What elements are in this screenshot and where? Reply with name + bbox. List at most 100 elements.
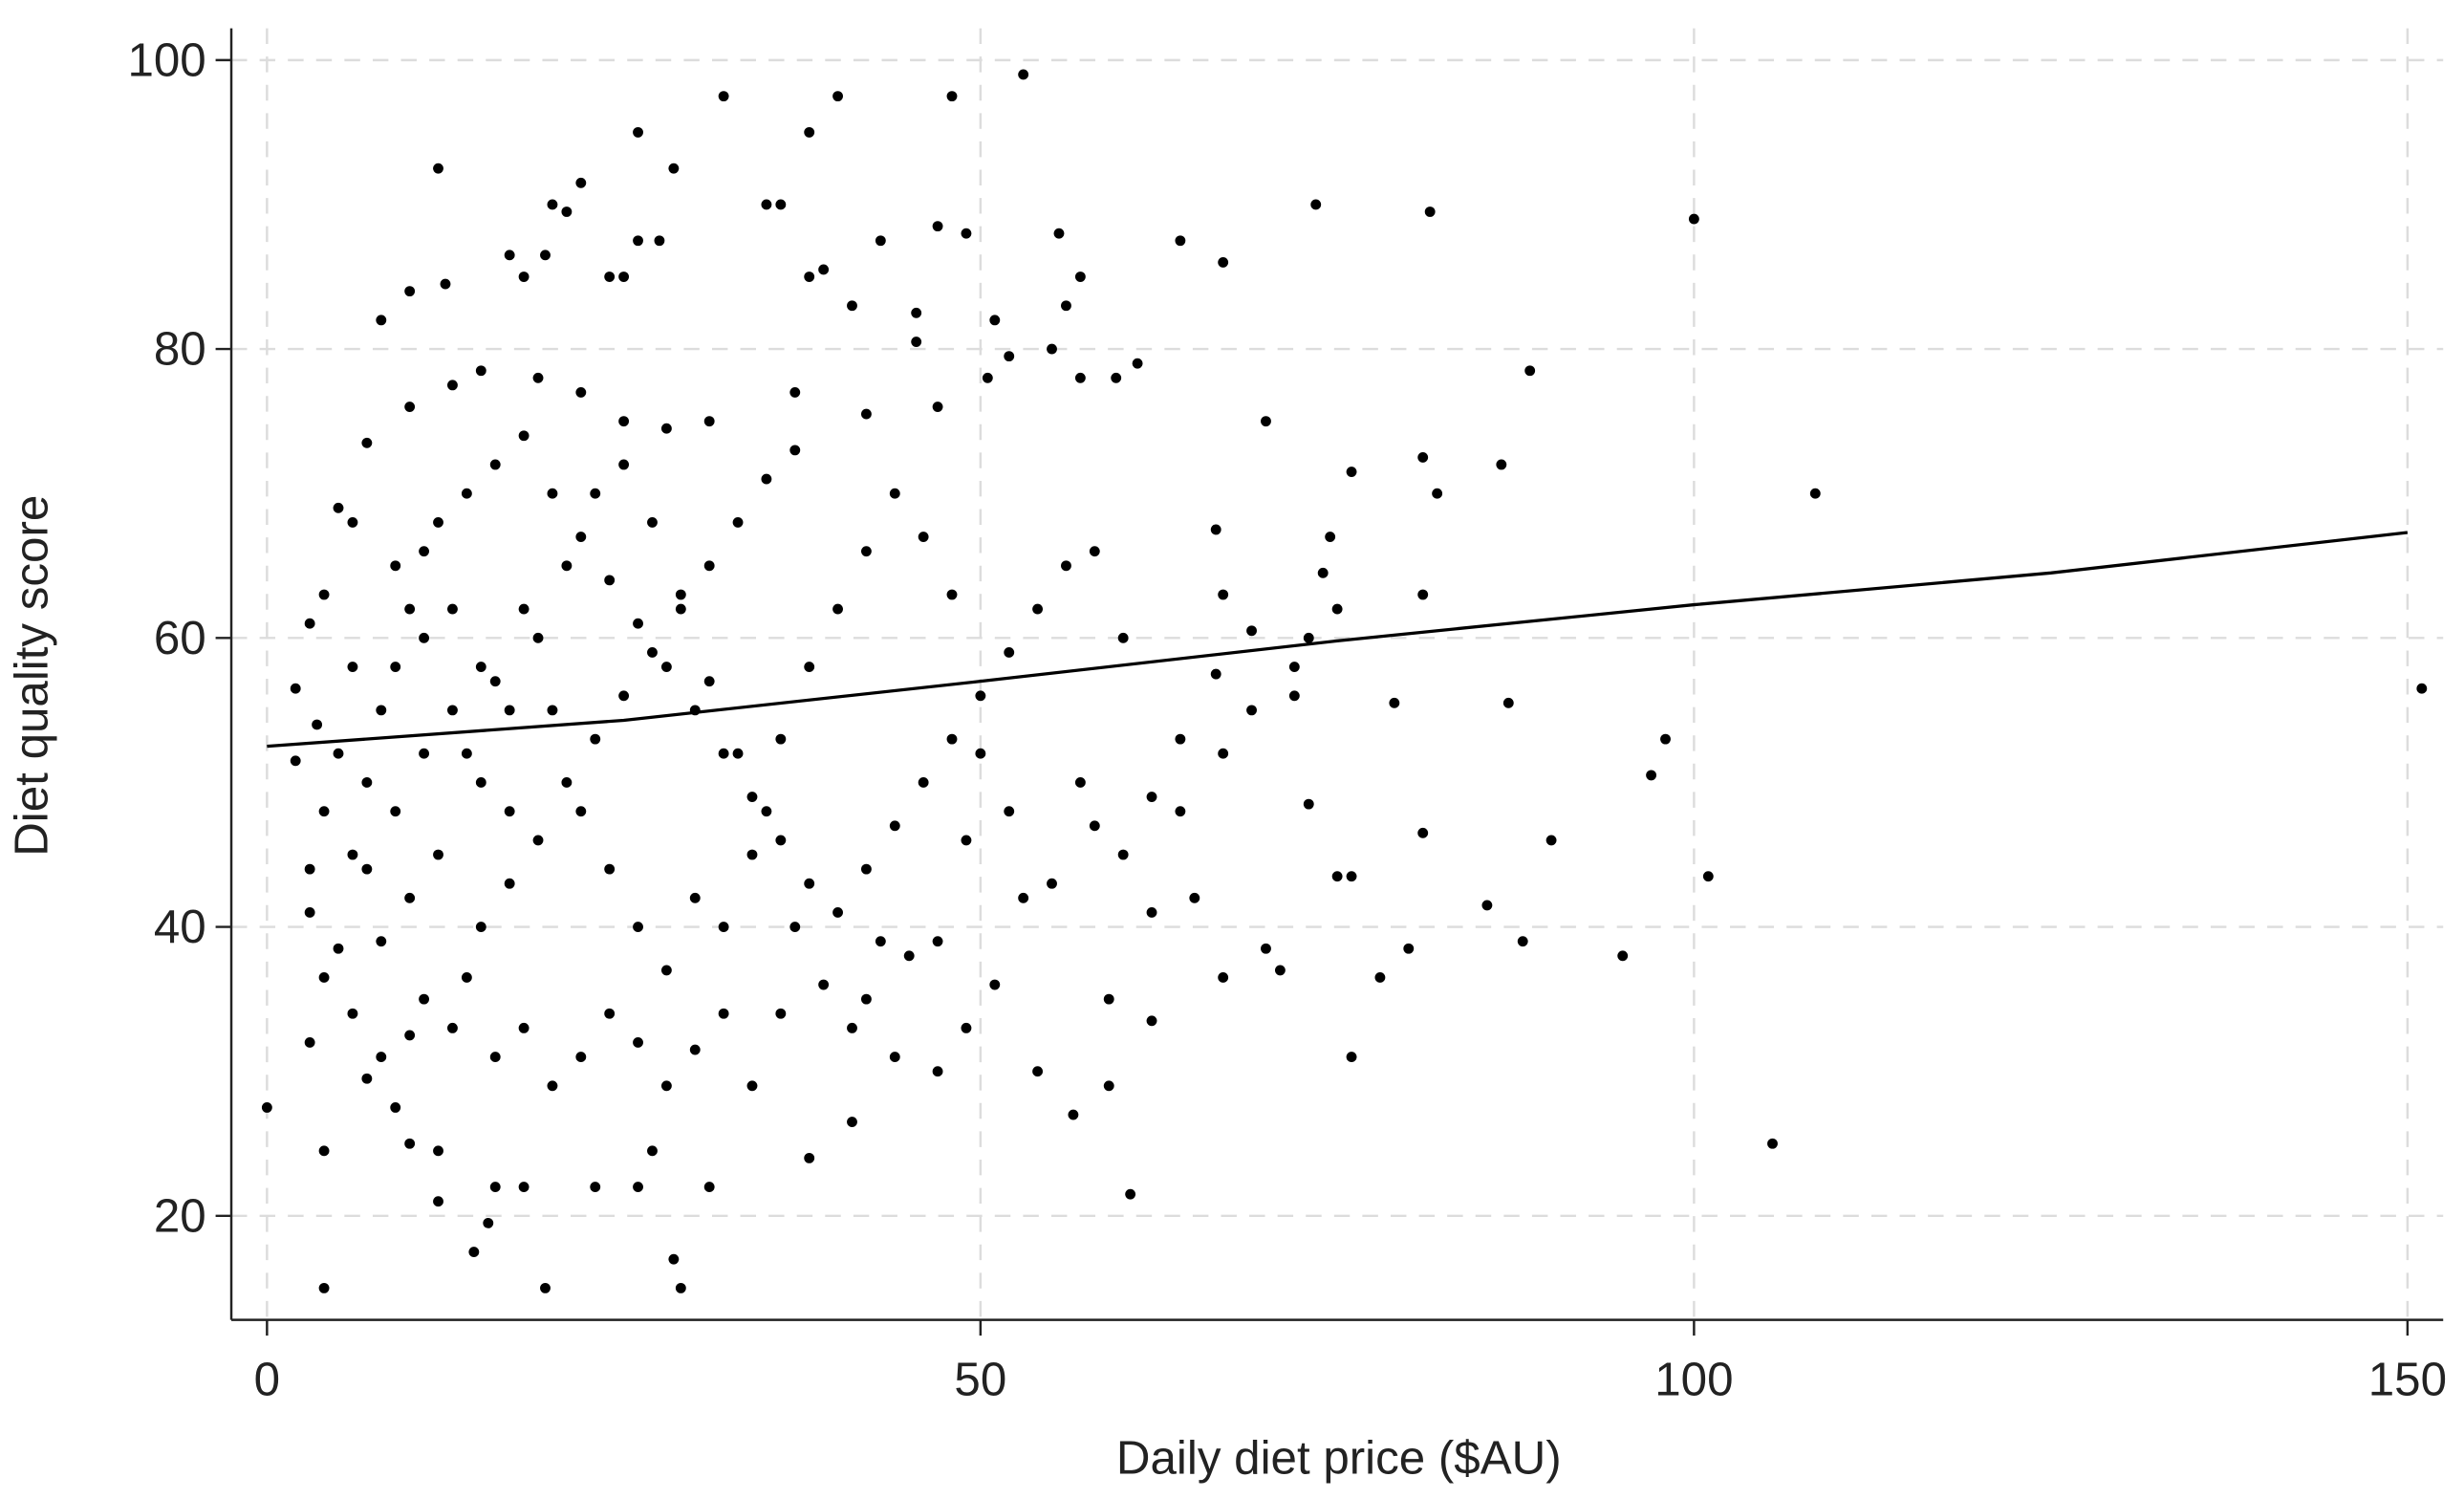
point — [1004, 351, 1015, 362]
point — [547, 1080, 558, 1092]
y-tick-label: 20 — [154, 1189, 206, 1242]
point — [304, 863, 315, 875]
point — [1125, 1188, 1136, 1200]
point — [2416, 683, 2428, 694]
point — [633, 1182, 643, 1193]
point — [1074, 777, 1086, 788]
point — [347, 849, 358, 860]
point — [633, 126, 643, 138]
point — [1032, 603, 1044, 615]
point — [575, 1052, 587, 1063]
y-tick-label: 80 — [154, 323, 206, 376]
point — [804, 662, 815, 672]
x-tick-label: 50 — [954, 1354, 1006, 1406]
point — [518, 430, 530, 442]
point — [847, 1117, 857, 1128]
point — [1047, 878, 1057, 889]
point — [889, 488, 900, 499]
point — [1389, 697, 1400, 708]
point — [1061, 300, 1071, 312]
point — [1210, 524, 1221, 535]
point — [1303, 632, 1314, 643]
point — [946, 589, 958, 600]
point — [590, 488, 601, 499]
point — [419, 993, 430, 1005]
point — [475, 922, 486, 932]
point — [1089, 546, 1100, 557]
point — [946, 733, 958, 745]
point — [932, 936, 943, 947]
point — [433, 849, 443, 860]
point — [1702, 871, 1714, 882]
point — [1053, 228, 1065, 239]
point — [518, 1022, 530, 1033]
point — [376, 1052, 387, 1063]
point — [1261, 943, 1271, 954]
point — [347, 1008, 358, 1019]
point — [575, 806, 587, 817]
point — [390, 560, 401, 572]
point — [633, 618, 643, 629]
point — [703, 1182, 715, 1193]
point — [1809, 488, 1821, 499]
point — [903, 950, 915, 962]
point — [1032, 1066, 1044, 1077]
point — [504, 250, 515, 261]
point — [761, 806, 772, 817]
point — [312, 719, 323, 730]
point — [361, 777, 373, 788]
point — [333, 943, 344, 954]
point — [333, 748, 344, 759]
point — [290, 755, 301, 767]
point — [660, 965, 672, 976]
point — [475, 777, 486, 788]
point — [1146, 1015, 1157, 1027]
point — [433, 517, 443, 528]
point — [575, 386, 587, 398]
point — [689, 1044, 701, 1055]
point — [1481, 900, 1493, 911]
point — [404, 402, 416, 412]
point — [532, 835, 544, 846]
point — [404, 892, 416, 903]
point — [718, 91, 729, 102]
point — [1074, 372, 1086, 383]
point — [860, 863, 872, 875]
point — [1545, 835, 1557, 846]
point — [433, 163, 443, 174]
point — [1103, 1080, 1114, 1092]
point — [718, 1008, 729, 1019]
point — [1325, 532, 1336, 542]
point — [1617, 950, 1629, 962]
point — [404, 1138, 416, 1149]
point — [1074, 272, 1086, 282]
point — [961, 1022, 972, 1033]
point — [654, 235, 665, 247]
point — [860, 546, 872, 557]
point — [775, 835, 787, 846]
y-tick-label: 40 — [154, 901, 206, 953]
point — [504, 878, 515, 889]
point — [475, 365, 486, 377]
point — [875, 235, 886, 247]
point — [804, 272, 815, 282]
y-tick-label: 100 — [127, 33, 205, 86]
point — [347, 517, 358, 528]
point — [1189, 892, 1200, 903]
x-tick-label: 0 — [254, 1354, 280, 1406]
point — [775, 733, 787, 745]
point — [1246, 705, 1257, 716]
point — [361, 437, 373, 448]
point — [1218, 256, 1229, 268]
point — [718, 922, 729, 932]
point — [703, 416, 715, 427]
point — [1417, 827, 1429, 838]
point — [1117, 849, 1129, 860]
point — [1403, 943, 1415, 954]
point — [961, 228, 972, 239]
point — [1646, 770, 1657, 781]
point — [604, 863, 616, 875]
point — [1331, 871, 1343, 882]
point — [975, 690, 986, 702]
x-tick-label: 100 — [1654, 1354, 1733, 1406]
